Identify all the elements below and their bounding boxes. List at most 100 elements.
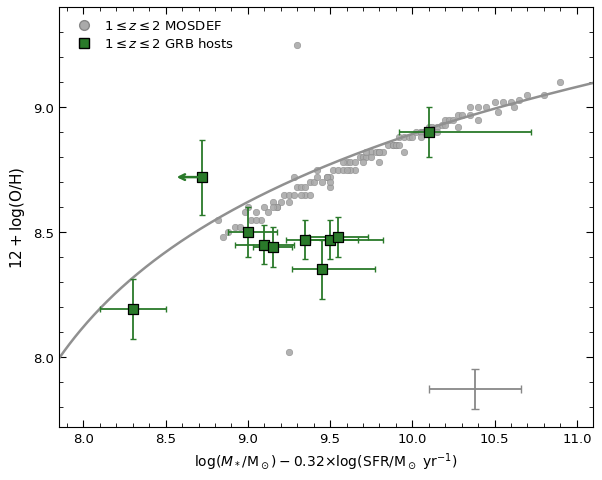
Point [350, 167, 359, 174]
Point [441, 121, 450, 129]
Point [334, 234, 343, 241]
Point [325, 174, 335, 181]
Point [405, 134, 414, 142]
Point [246, 216, 256, 224]
Point [371, 149, 381, 156]
Point [399, 149, 409, 156]
Point [355, 154, 365, 162]
Point [256, 216, 266, 224]
Point [453, 124, 463, 132]
Point [235, 224, 244, 231]
Point [322, 174, 332, 181]
Point [424, 124, 433, 132]
Point [345, 167, 355, 174]
Point [432, 124, 442, 132]
Point [300, 184, 310, 192]
Point [388, 142, 397, 149]
Point [251, 209, 261, 216]
Point [408, 134, 417, 142]
Point [490, 99, 500, 107]
Point [361, 149, 371, 156]
Point [383, 142, 393, 149]
Point [374, 149, 384, 156]
Point [312, 167, 322, 174]
Point [374, 159, 384, 167]
X-axis label: $\log(M_*/{\rm M}_\odot) - 0.32{\times}\log({\rm SFR}/{\rm M}_\odot\ {\rm yr}^{-: $\log(M_*/{\rm M}_\odot) - 0.32{\times}\… [194, 450, 458, 472]
Point [416, 129, 426, 137]
Point [268, 199, 278, 206]
Point [306, 192, 315, 199]
Point [482, 104, 491, 112]
Point [293, 184, 302, 192]
Point [427, 124, 437, 132]
Point [309, 179, 318, 187]
Point [317, 179, 327, 187]
Point [437, 121, 447, 129]
Point [432, 129, 442, 137]
Point [338, 167, 348, 174]
Point [230, 224, 240, 231]
Point [289, 174, 299, 181]
Point [448, 117, 458, 124]
Point [279, 192, 289, 199]
Point [515, 96, 524, 104]
Point [251, 216, 261, 224]
Point [391, 142, 401, 149]
Point [300, 192, 310, 199]
Point [259, 241, 269, 249]
Point [473, 104, 483, 112]
Point [378, 149, 388, 156]
Point [338, 159, 348, 167]
Point [416, 129, 426, 137]
Point [243, 228, 253, 236]
Point [367, 154, 376, 162]
Point [284, 199, 294, 206]
Point [197, 174, 206, 181]
Point [444, 117, 453, 124]
Point [293, 42, 302, 49]
Point [128, 306, 138, 313]
Point [361, 154, 371, 162]
Y-axis label: $12+\log({\rm O/H})$: $12+\log({\rm O/H})$ [8, 167, 27, 269]
Point [300, 236, 310, 244]
Point [539, 92, 549, 99]
Point [465, 112, 475, 120]
Point [223, 228, 233, 236]
Point [296, 192, 305, 199]
Point [214, 216, 223, 224]
Point [350, 159, 359, 167]
Point [411, 129, 420, 137]
Point [284, 348, 294, 356]
Point [325, 179, 335, 187]
Point [317, 266, 327, 274]
Point [394, 134, 404, 142]
Point [219, 234, 228, 241]
Point [268, 244, 278, 252]
Point [358, 159, 368, 167]
Legend: $1 \leq z \leq 2$ MOSDEF, $1 \leq z \leq 2$ GRB hosts: $1 \leq z \leq 2$ MOSDEF, $1 \leq z \leq… [66, 15, 239, 56]
Point [506, 99, 516, 107]
Point [457, 112, 467, 120]
Point [493, 109, 503, 117]
Point [284, 192, 294, 199]
Point [243, 204, 253, 212]
Point [498, 99, 507, 107]
Point [473, 117, 483, 124]
Point [273, 204, 282, 212]
Point [374, 149, 384, 156]
Point [345, 159, 355, 167]
Point [509, 104, 519, 112]
Point [465, 104, 475, 112]
Point [306, 179, 315, 187]
Point [325, 236, 335, 244]
Point [453, 112, 463, 120]
Point [312, 174, 322, 181]
Point [523, 92, 532, 99]
Point [556, 79, 565, 87]
Point [289, 192, 299, 199]
Point [424, 129, 433, 137]
Point [358, 154, 368, 162]
Point [240, 209, 249, 216]
Point [416, 134, 426, 142]
Point [329, 167, 338, 174]
